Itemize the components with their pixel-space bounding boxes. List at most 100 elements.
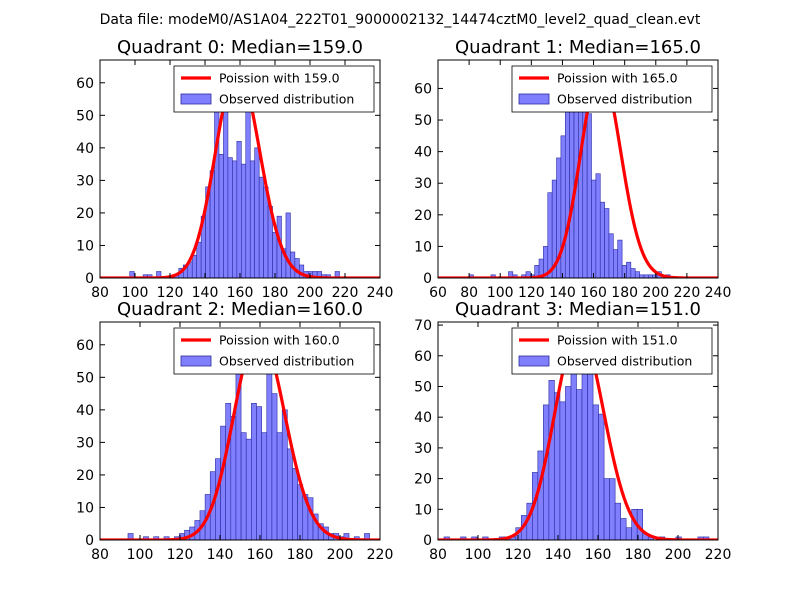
- histogram-bar: [232, 160, 238, 278]
- histogram-bar: [576, 389, 583, 540]
- histogram-bar: [218, 154, 224, 278]
- y-tick-label: 50: [76, 108, 94, 124]
- histogram-bar: [603, 478, 610, 540]
- y-tick-label: 0: [423, 533, 432, 549]
- x-tick-label: 160: [247, 547, 274, 563]
- x-tick-label: 160: [585, 547, 612, 563]
- y-tick-label: 30: [76, 435, 94, 451]
- x-tick-label: 180: [262, 285, 289, 301]
- panel-quadrant-3: Quadrant 3: Median=151.080 100 120 140 160 18…: [414, 299, 731, 563]
- x-tick-label: 100: [465, 547, 492, 563]
- legend-bars-swatch: [180, 93, 212, 105]
- histogram-bar: [620, 518, 627, 540]
- histogram-bar: [614, 502, 621, 540]
- histogram-bar: [240, 432, 247, 540]
- histogram-bar: [560, 135, 566, 278]
- histogram-bar: [215, 458, 221, 540]
- y-tick-label: 20: [76, 468, 94, 484]
- y-tick-label: 40: [414, 410, 432, 426]
- legend-bars-label: Observed distribution: [557, 92, 692, 107]
- panel-title: Quadrant 0: Median=159.0: [117, 37, 363, 58]
- histogram-bar: [626, 261, 632, 278]
- legend-bars-label: Observed distribution: [219, 354, 354, 369]
- histogram-bar: [263, 186, 269, 278]
- y-tick-label: 60: [76, 76, 94, 92]
- x-tick-label: 180: [287, 547, 314, 563]
- axes-frame: [437, 321, 719, 541]
- histogram-bar: [236, 141, 242, 278]
- y-tick-label: 10: [76, 500, 94, 516]
- y-tick-label: 40: [414, 145, 432, 161]
- x-tick-label: 120: [157, 285, 184, 301]
- histogram-bars: [127, 360, 370, 540]
- y-tick-label: 0: [85, 271, 94, 287]
- y-tick-label: 0: [423, 271, 432, 287]
- x-tick-label: 140: [549, 285, 576, 301]
- x-tick-label: 80: [91, 547, 109, 563]
- x-tick-label: 100: [127, 547, 154, 563]
- histogram-bar: [592, 404, 599, 540]
- panel-quadrant-2: Quadrant 2: Median=160.080 100 120 140 160 18…: [76, 299, 393, 563]
- y-tick-label: 60: [76, 338, 94, 354]
- legend-bars-label: Observed distribution: [219, 92, 354, 107]
- legend-curve-label: Poission with 160.0: [219, 333, 340, 348]
- y-tick-label: 60: [414, 81, 432, 97]
- histogram-bar: [564, 103, 570, 278]
- histogram-bar: [272, 232, 278, 278]
- y-tick-label: 20: [414, 472, 432, 488]
- y-tick-label: 70: [414, 318, 432, 334]
- x-tick-label: 180: [625, 547, 652, 563]
- legend-bars-label: Observed distribution: [557, 354, 692, 369]
- y-tick-label: 10: [414, 502, 432, 518]
- y-tick-label: 20: [76, 206, 94, 222]
- histogram-bar: [586, 113, 592, 278]
- y-tick-label: 30: [76, 173, 94, 189]
- x-tick-label: 200: [327, 547, 354, 563]
- histogram-bar: [608, 233, 614, 278]
- legend-curve-label: Poission with 159.0: [219, 71, 340, 86]
- histogram-bar: [587, 373, 594, 540]
- x-tick-label: 120: [518, 285, 545, 301]
- histogram-bar: [285, 212, 291, 278]
- x-tick-label: 120: [505, 547, 532, 563]
- legend-bars-swatch: [180, 355, 212, 367]
- histogram-bar: [254, 147, 260, 278]
- y-tick-label: 10: [414, 239, 432, 255]
- histogram-bar: [241, 163, 247, 278]
- panel-quadrant-0: Quadrant 0: Median=159.080 100 120 140 160 18…: [76, 37, 393, 301]
- x-tick-label: 220: [705, 547, 732, 563]
- histogram-bar: [343, 533, 350, 540]
- legend: Poission with 151.0 Observed distribution: [511, 327, 713, 375]
- histogram-bar: [559, 401, 566, 540]
- histogram-bar: [191, 254, 197, 278]
- histogram-bar: [547, 192, 553, 278]
- histogram-bar: [127, 533, 134, 540]
- histogram-bar: [599, 201, 605, 278]
- histogram-bar: [266, 360, 273, 540]
- histogram-bar: [565, 386, 572, 540]
- histogram-bar: [196, 241, 202, 278]
- x-tick-label: 220: [674, 285, 701, 301]
- y-tick-label: 40: [76, 141, 94, 157]
- x-tick-label: 140: [207, 547, 234, 563]
- x-tick-label: 200: [642, 285, 669, 301]
- panel-title: Quadrant 3: Median=151.0: [455, 299, 701, 320]
- figure-suptitle: Data file: modeM0/AS1A04_222T01_90000021…: [100, 12, 701, 28]
- legend-bars-swatch: [518, 93, 550, 105]
- x-tick-label: 200: [297, 285, 324, 301]
- histogram-bar: [245, 438, 252, 540]
- x-tick-label: 180: [611, 285, 638, 301]
- histogram-bar: [591, 179, 597, 278]
- x-tick-label: 140: [192, 285, 219, 301]
- x-tick-label: 160: [580, 285, 607, 301]
- histogram-bar: [581, 355, 588, 540]
- x-tick-label: 80: [460, 285, 478, 301]
- histogram-bar: [251, 403, 257, 540]
- y-tick-label: 20: [414, 208, 432, 224]
- histogram-bars: [129, 72, 340, 278]
- y-tick-label: 50: [414, 379, 432, 395]
- x-tick-label: 140: [545, 547, 572, 563]
- histogram-bar: [261, 432, 268, 540]
- histogram-bar: [230, 416, 237, 540]
- histogram-bar: [258, 176, 264, 278]
